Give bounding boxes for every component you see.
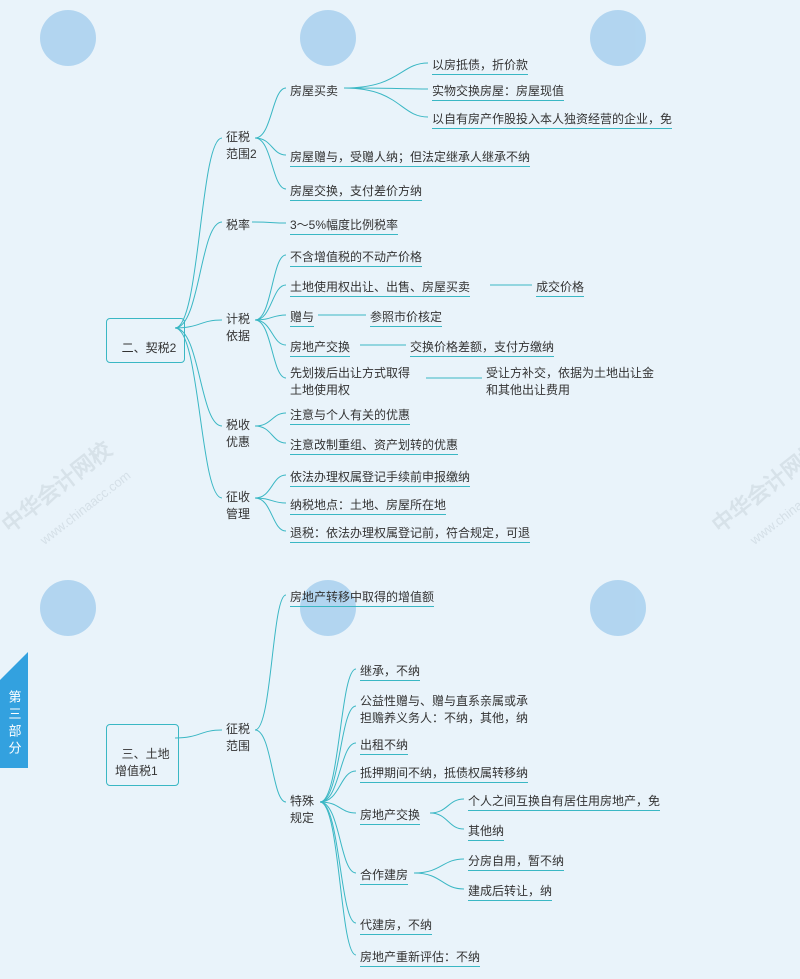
node-n1a: 房屋买卖 <box>290 82 338 99</box>
node-m2c: 出租不纳 <box>360 736 408 755</box>
node-n2: 税率 <box>226 216 250 233</box>
node-m2b: 公益性赠与、赠与直系亲属或承 担赡养义务人：不纳，其他，纳 <box>360 692 528 726</box>
node-n1: 征税 范围2 <box>226 128 257 162</box>
node-n1b: 房屋赠与，受赠人纳；但法定继承人继承不纳 <box>290 148 530 167</box>
node-n3: 计税 依据 <box>226 310 250 344</box>
node-n4a: 注意与个人有关的优惠 <box>290 406 410 425</box>
section-tab-label: 第三部分 <box>5 690 24 758</box>
node-m2f1: 分房自用，暂不纳 <box>468 852 564 871</box>
node-n3a: 不含增值税的不动产价格 <box>290 248 422 267</box>
node-m2a: 继承，不纳 <box>360 662 420 681</box>
watermark-logo <box>40 580 96 636</box>
section-tab-triangle <box>0 652 28 680</box>
root-deed-tax: 二、契税2 <box>106 318 185 363</box>
node-n5b: 纳税地点：土地、房屋所在地 <box>290 496 446 515</box>
watermark-logo <box>590 580 646 636</box>
node-m2e2: 其他纳 <box>468 822 504 841</box>
node-n1a3: 以自有房产作股投入本人独资经营的企业，免 <box>432 110 672 129</box>
node-n4: 税收 优惠 <box>226 416 250 450</box>
node-n1a2: 实物交换房屋：房屋现值 <box>432 82 564 101</box>
node-m1: 征税 范围 <box>226 720 250 754</box>
node-n3c1: 参照市价核定 <box>370 308 442 327</box>
node-m2f2: 建成后转让，纳 <box>468 882 552 901</box>
root-land-vat: 三、土地 增值税1 <box>106 724 179 786</box>
section-tab: 第三部分 <box>0 680 28 768</box>
node-n1c: 房屋交换，支付差价方纳 <box>290 182 422 201</box>
node-m1a: 房地产转移中取得的增值额 <box>290 588 434 607</box>
node-m2e1: 个人之间互换自有居住用房地产，免 <box>468 792 660 811</box>
watermark-logo <box>40 10 96 66</box>
node-n2a: 3～5%幅度比例税率 <box>290 216 398 235</box>
root-land-vat-label: 三、土地 增值税1 <box>115 747 170 778</box>
root-deed-tax-label: 二、契税2 <box>122 341 177 355</box>
node-n3e: 先划拨后出让方式取得 土地使用权 <box>290 364 410 398</box>
node-n3e1: 受让方补交，依据为土地出让金 和其他出让费用 <box>486 364 654 398</box>
node-n1a1: 以房抵债，折价款 <box>432 56 528 75</box>
watermark-logo <box>300 10 356 66</box>
node-m2d: 抵押期间不纳，抵债权属转移纳 <box>360 764 528 783</box>
node-n3b: 土地使用权出让、出售、房屋买卖 <box>290 278 470 297</box>
node-n3d1: 交换价格差额，支付方缴纳 <box>410 338 554 357</box>
node-n3b1: 成交价格 <box>536 278 584 297</box>
node-n4b: 注意改制重组、资产划转的优惠 <box>290 436 458 455</box>
watermark-logo <box>590 10 646 66</box>
node-n3c: 赠与 <box>290 308 314 327</box>
node-m2h: 房地产重新评估：不纳 <box>360 948 480 967</box>
node-n5c: 退税：依法办理权属登记前，符合规定，可退 <box>290 524 530 543</box>
node-m2f: 合作建房 <box>360 866 408 885</box>
node-m2: 特殊 规定 <box>290 792 314 826</box>
node-m2g: 代建房，不纳 <box>360 916 432 935</box>
node-n5a: 依法办理权属登记手续前申报缴纳 <box>290 468 470 487</box>
node-n3d: 房地产交换 <box>290 338 350 357</box>
node-n5: 征收 管理 <box>226 488 250 522</box>
node-m2e: 房地产交换 <box>360 806 420 825</box>
